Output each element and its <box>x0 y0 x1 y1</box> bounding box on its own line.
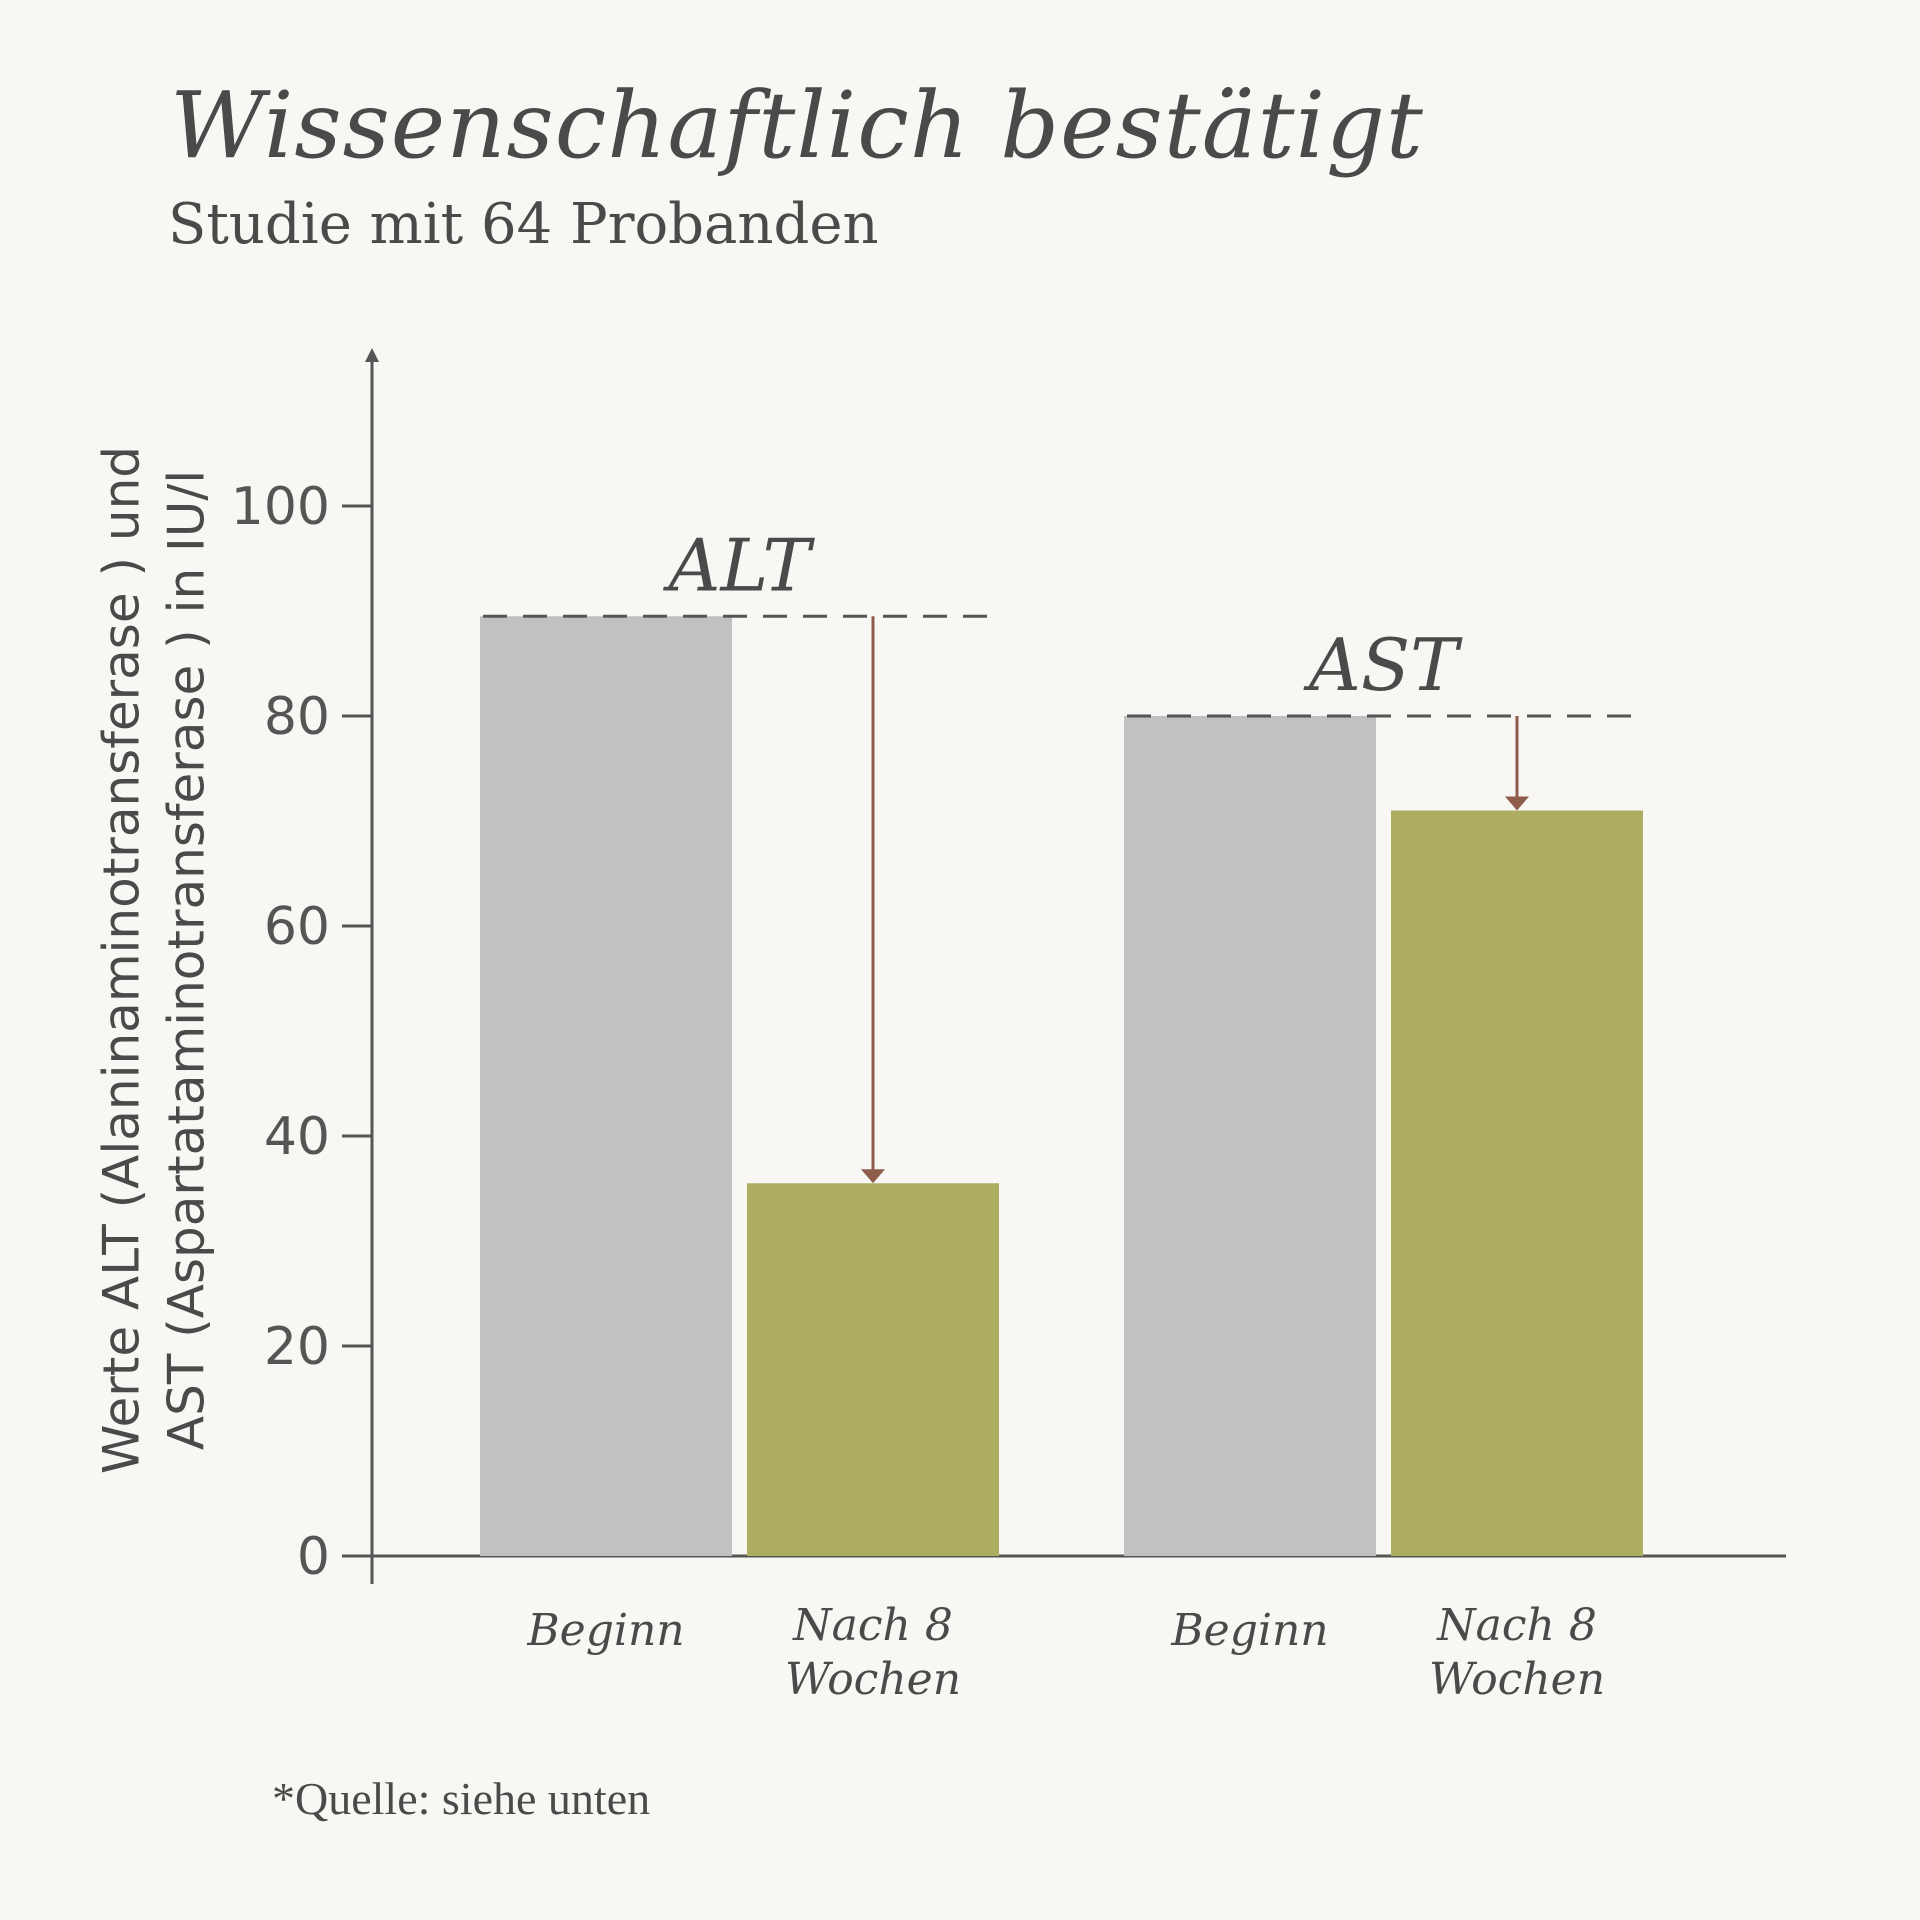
y-axis-title: Werte ALT (Alaninaminotransferase ) und <box>93 446 151 1474</box>
y-axis-arrowhead <box>365 348 379 362</box>
chart-title: Wissenschaftlich bestätigt <box>170 72 1424 179</box>
y-axis-title: AST (Aspartataminotransferase ) in IU/l <box>158 470 216 1450</box>
bar <box>1124 716 1376 1556</box>
y-tick-label: 40 <box>264 1107 330 1167</box>
x-category-label: Beginn <box>1170 1605 1328 1656</box>
source-note: *Quelle: siehe unten <box>272 1773 651 1824</box>
y-tick-label: 100 <box>231 477 330 537</box>
x-category-label: Wochen <box>785 1654 961 1705</box>
chart-subtitle: Studie mit 64 Probanden <box>168 192 879 257</box>
x-category-label: Beginn <box>526 1605 684 1656</box>
x-category-label: Wochen <box>1429 1654 1605 1705</box>
y-tick-label: 0 <box>297 1527 330 1587</box>
y-tick-label: 20 <box>264 1317 330 1377</box>
reduction-arrow-head <box>861 1169 885 1184</box>
reduction-arrow-head <box>1505 796 1529 811</box>
group-label: AST <box>1303 623 1463 707</box>
y-tick-label: 60 <box>264 897 330 957</box>
y-tick-label: 80 <box>264 687 330 747</box>
x-category-label: Nach 8 <box>1436 1600 1597 1651</box>
bar <box>747 1183 999 1556</box>
x-category-label: Nach 8 <box>792 1600 953 1651</box>
group-label: ALT <box>663 523 816 607</box>
bar <box>480 616 732 1556</box>
bar <box>1391 810 1643 1556</box>
